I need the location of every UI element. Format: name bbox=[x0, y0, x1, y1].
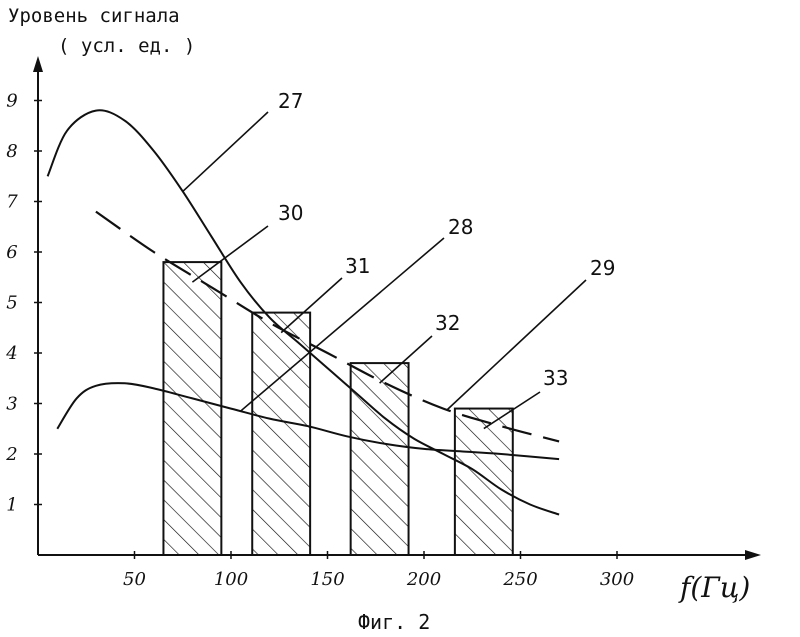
y-tick-label: 2 bbox=[5, 444, 17, 465]
y-tick-label: 1 bbox=[6, 495, 17, 516]
leader-line-29 bbox=[447, 280, 586, 410]
leader-line-30 bbox=[192, 226, 268, 282]
callout-label-28: 28 bbox=[448, 215, 473, 239]
callout-label-29: 29 bbox=[590, 256, 615, 280]
x-tick-label: 50 bbox=[123, 569, 146, 590]
callout-label-27: 27 bbox=[278, 89, 303, 113]
hatched-band-33 bbox=[455, 409, 513, 555]
x-axis-label: f(Гц) bbox=[678, 571, 750, 604]
callout-label-33: 33 bbox=[543, 366, 568, 390]
x-axis-arrow bbox=[745, 550, 761, 560]
hatched-band-32 bbox=[351, 363, 409, 555]
y-tick-label: 6 bbox=[6, 242, 17, 263]
hatched-band-30 bbox=[163, 262, 221, 555]
y-tick-label: 4 bbox=[5, 343, 17, 364]
figure-caption: Фиг. 2 bbox=[358, 610, 430, 634]
callout-label-32: 32 bbox=[435, 311, 460, 335]
leader-line-27 bbox=[183, 112, 268, 191]
x-tick-label: 250 bbox=[502, 569, 537, 590]
y-axis-label-line2: ( усл. ед. ) bbox=[58, 35, 195, 57]
callout-label-31: 31 bbox=[345, 254, 370, 278]
callout-label-30: 30 bbox=[278, 201, 303, 225]
y-axis-arrow bbox=[33, 56, 43, 72]
y-tick-label: 9 bbox=[6, 91, 17, 112]
y-tick-label: 8 bbox=[6, 141, 17, 162]
x-tick-label: 300 bbox=[600, 569, 634, 590]
y-tick-label: 5 bbox=[6, 293, 17, 314]
y-tick-label: 3 bbox=[6, 394, 17, 415]
y-axis-label-line1: Уровень сигнала bbox=[8, 5, 180, 27]
x-tick-label: 150 bbox=[310, 569, 344, 590]
hatched-bands bbox=[163, 262, 512, 555]
hatched-band-31 bbox=[252, 313, 310, 555]
tick-labels: 50 100 150 200 250 300 1 2 3 4 5 6 7 8 9 bbox=[5, 91, 634, 591]
leader-line-31 bbox=[281, 278, 342, 333]
x-tick-label: 100 bbox=[214, 569, 248, 590]
x-tick-label: 200 bbox=[406, 569, 441, 590]
y-tick-label: 7 bbox=[6, 192, 18, 213]
